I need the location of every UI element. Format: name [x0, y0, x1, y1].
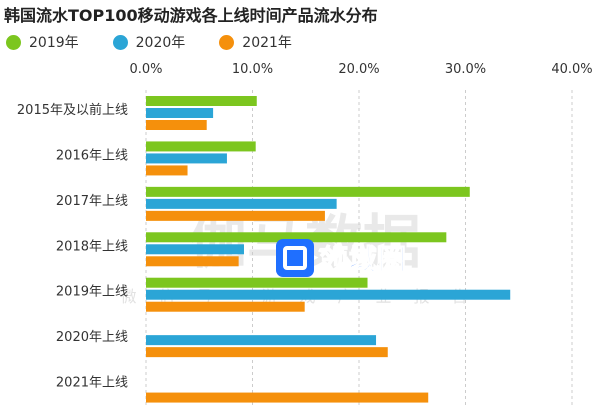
bar-2020	[146, 289, 511, 300]
x-tick-label: 0.0%	[129, 62, 162, 77]
bar-2019	[146, 232, 447, 243]
legend-marker-2020	[112, 34, 128, 50]
bar-2020	[146, 244, 244, 255]
legend-item-2021: 2021年	[219, 32, 292, 52]
bar-2019	[146, 277, 368, 288]
bar-2019	[146, 186, 470, 197]
bar-2021	[146, 301, 305, 312]
y-category-label: 2018年上线	[56, 239, 128, 254]
bar-2020	[146, 108, 214, 118]
legend-label-2021: 2021年	[242, 35, 292, 51]
bar-2019	[146, 96, 257, 106]
y-category-label: 2019年上线	[56, 285, 128, 300]
bar-2021	[146, 120, 207, 130]
y-category-label: 2021年上线	[56, 376, 128, 391]
bar-2021	[146, 165, 188, 176]
legend-label-2019: 2019年	[29, 35, 79, 51]
y-category-label: 2020年上线	[56, 330, 128, 345]
bar-2021	[146, 392, 429, 403]
y-category-label: 2016年上线	[56, 148, 128, 163]
x-tick-label: 10.0%	[232, 62, 273, 77]
chart-legend: 2019年 2020年 2021年	[6, 32, 326, 52]
bar-2021	[146, 256, 239, 267]
y-category-label: 2015年及以前上线	[17, 102, 128, 118]
bar-2020	[146, 335, 377, 346]
legend-item-2020: 2020年	[112, 32, 186, 52]
watermark-logo-icon	[276, 239, 314, 277]
bar-2020	[146, 153, 227, 164]
legend-marker-2019	[6, 34, 21, 50]
watermark-logo: 领域圈	[276, 238, 407, 278]
x-tick-label: 40.0%	[551, 62, 592, 77]
watermark-logo-text: 领域圈	[319, 243, 408, 277]
bar-2021	[146, 347, 388, 358]
x-tick-label: 20.0%	[338, 62, 379, 77]
x-tick-label: 30.0%	[445, 62, 486, 77]
legend-label-2020: 2020年	[135, 35, 186, 51]
legend-marker-2021	[219, 34, 235, 50]
legend-item-2019: 2019年	[6, 32, 79, 52]
bar-2021	[146, 210, 325, 221]
y-category-label: 2017年上线	[56, 194, 128, 209]
bar-2020	[146, 198, 337, 209]
bar-2019	[146, 141, 256, 152]
chart-title: 韩国流水TOP100移动游戏各上线时间产品流水分布	[4, 6, 378, 25]
